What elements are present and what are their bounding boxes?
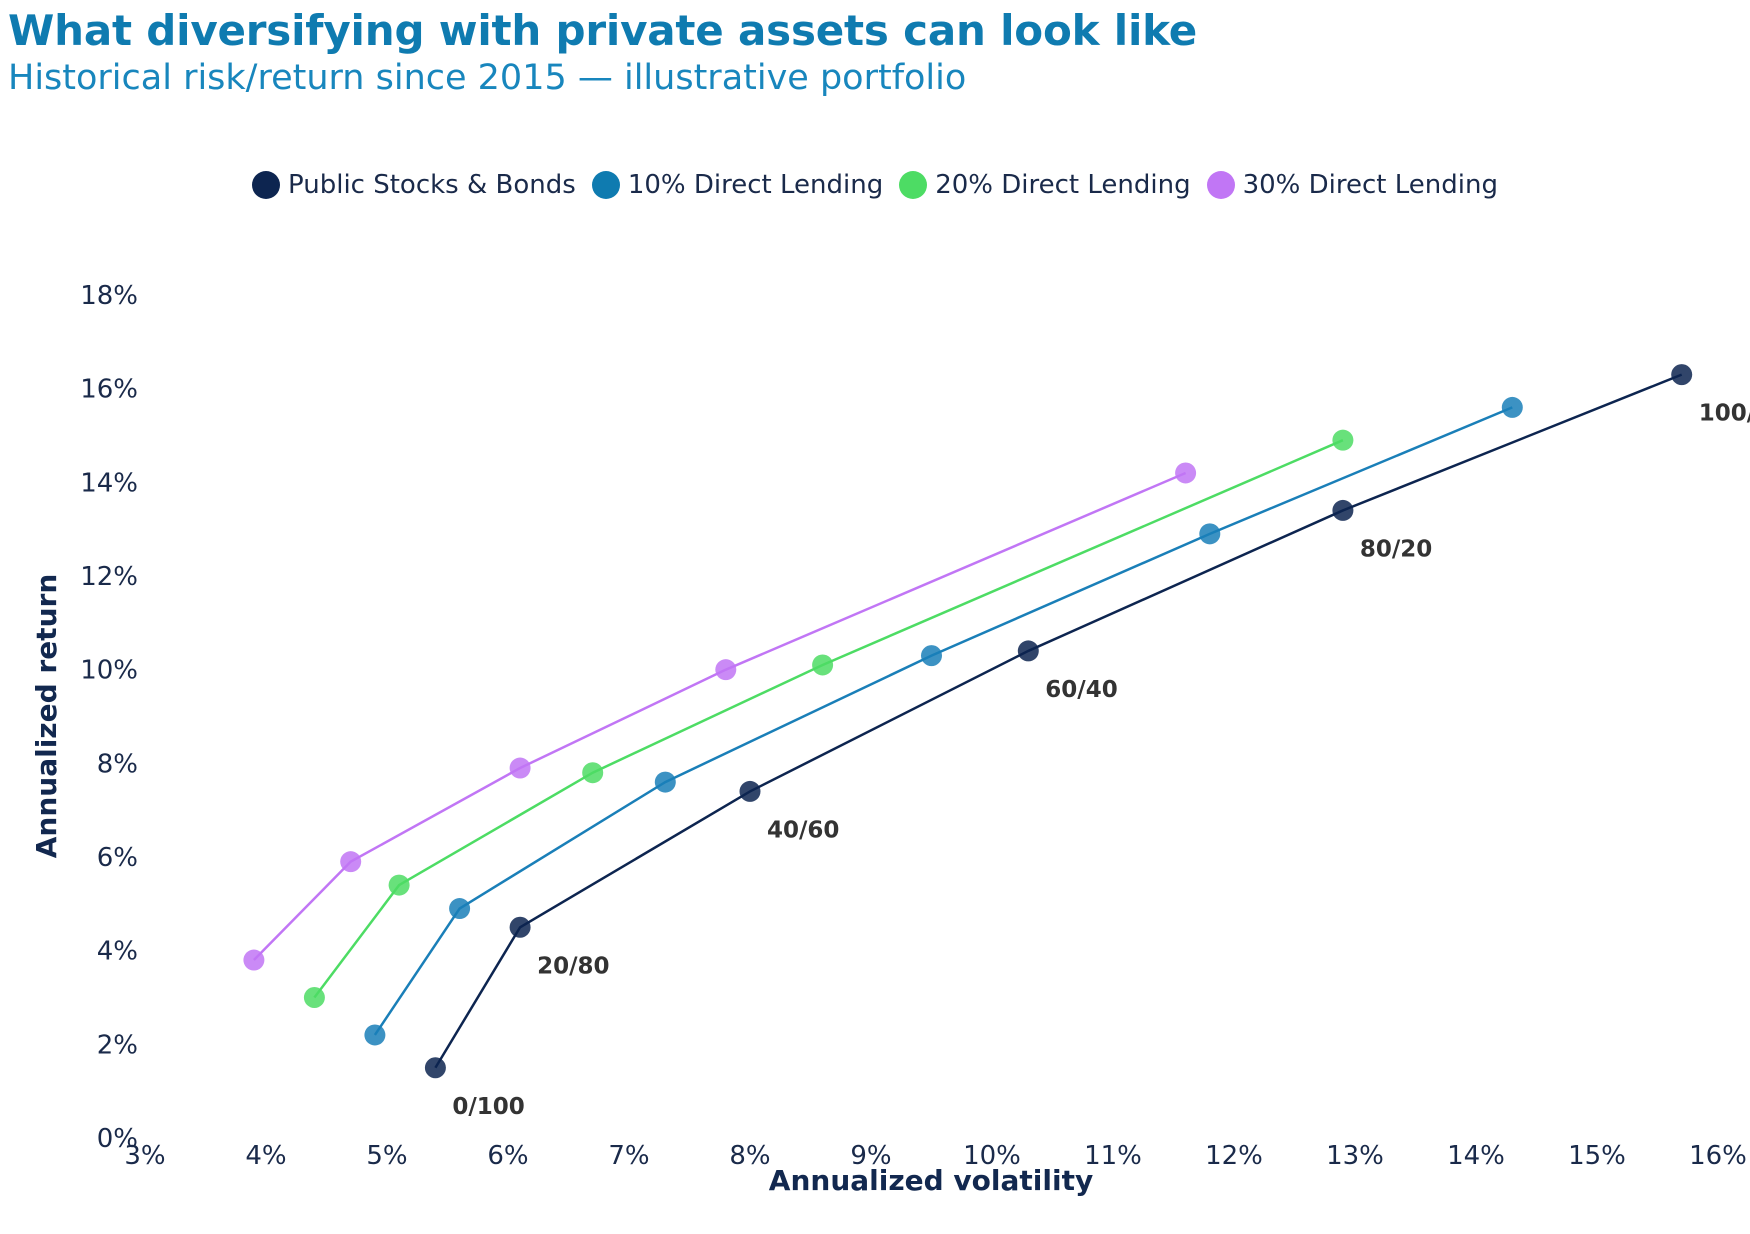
y-tick-label: 14% — [80, 468, 138, 498]
data-label: 60/40 — [1045, 677, 1117, 703]
data-point-public-stocks-bonds — [1332, 499, 1354, 521]
data-point-10-direct-lending — [364, 1024, 386, 1046]
data-label: 40/60 — [767, 817, 839, 843]
legend-swatch-10-direct-lending — [591, 171, 620, 199]
data-label: 80/20 — [1360, 536, 1432, 562]
data-point-public-stocks-bonds — [509, 916, 531, 938]
y-tick-label: 4% — [97, 937, 138, 967]
x-tick-label: 15% — [1568, 1141, 1626, 1171]
x-tick-label: 14% — [1447, 1141, 1505, 1171]
series-line-public-stocks-bonds — [434, 373, 1683, 1069]
y-tick-label: 0% — [97, 1124, 138, 1154]
data-point-30-direct-lending — [243, 949, 265, 971]
data-point-public-stocks-bonds — [739, 780, 761, 802]
x-tick-label: 9% — [850, 1141, 891, 1171]
data-point-30-direct-lending — [509, 757, 531, 779]
data-point-20-direct-lending — [1332, 429, 1354, 451]
data-point-public-stocks-bonds — [1671, 364, 1693, 386]
data-label: 0/100 — [452, 1094, 524, 1120]
x-tick-label: 13% — [1326, 1141, 1384, 1171]
x-tick-label: 5% — [366, 1141, 407, 1171]
x-tick-label: 11% — [1084, 1141, 1142, 1171]
data-point-public-stocks-bonds — [1017, 640, 1039, 662]
y-axis-title: Annualized return — [30, 574, 63, 859]
data-label: 20/80 — [537, 953, 609, 979]
legend-swatch-30-direct-lending — [1206, 171, 1235, 199]
legend-item-20-direct-lending[interactable]: 20% Direct Lending — [899, 170, 1191, 200]
data-point-10-direct-lending — [1501, 396, 1523, 418]
x-tick-label: 8% — [729, 1141, 770, 1171]
x-axis-title: Annualized volatility — [769, 1164, 1093, 1197]
y-tick-label: 18% — [80, 281, 138, 311]
data-point-30-direct-lending — [1175, 462, 1197, 484]
legend-swatch-public-stocks-bonds — [252, 171, 281, 199]
legend-item-public-stocks-bonds[interactable]: Public Stocks & Bonds — [252, 170, 576, 200]
data-point-20-direct-lending — [303, 987, 325, 1008]
data-point-20-direct-lending — [812, 654, 834, 676]
data-point-20-direct-lending — [388, 874, 410, 896]
y-tick-label: 8% — [97, 749, 138, 779]
data-point-10-direct-lending — [921, 645, 942, 667]
legend-label: 30% Direct Lending — [1242, 170, 1498, 200]
y-tick-label: 16% — [80, 375, 138, 405]
data-point-public-stocks-bonds — [424, 1057, 446, 1079]
data-label: 100/0 — [1699, 401, 1750, 427]
legend-label: 20% Direct Lending — [935, 170, 1191, 200]
x-tick-label: 4% — [245, 1141, 286, 1171]
x-tick-label: 6% — [487, 1141, 528, 1171]
data-point-20-direct-lending — [582, 762, 604, 784]
x-tick-label: 3% — [124, 1141, 165, 1171]
chart-title: What diversifying with private assets ca… — [8, 6, 1198, 55]
y-tick-label: 6% — [97, 843, 138, 873]
data-point-10-direct-lending — [449, 898, 471, 920]
x-tick-label: 12% — [1205, 1141, 1263, 1171]
chart-subtitle: Historical risk/return since 2015 — illu… — [8, 58, 967, 98]
data-point-30-direct-lending — [715, 659, 737, 681]
data-point-30-direct-lending — [340, 851, 362, 873]
series-line-10-direct-lending — [373, 406, 1513, 1036]
x-tick-label: 10% — [963, 1141, 1021, 1171]
y-tick-label: 2% — [97, 1030, 138, 1060]
legend-item-30-direct-lending[interactable]: 30% Direct Lending — [1206, 170, 1498, 200]
y-tick-label: 12% — [80, 562, 138, 592]
legend-item-10-direct-lending[interactable]: 10% Direct Lending — [591, 170, 884, 200]
legend-label: Public Stocks & Bonds — [288, 170, 576, 200]
series-line-20-direct-lending — [313, 439, 1344, 999]
data-point-10-direct-lending — [1199, 523, 1221, 545]
legend-label: 10% Direct Lending — [627, 170, 884, 200]
legend-swatch-20-direct-lending — [899, 171, 928, 199]
x-tick-label: 7% — [608, 1141, 649, 1171]
y-tick-label: 10% — [80, 656, 138, 686]
x-tick-label: 16% — [1689, 1141, 1747, 1171]
chart-legend: Public Stocks & Bonds 10% Direct Lending… — [0, 170, 1750, 200]
data-point-10-direct-lending — [654, 771, 676, 793]
